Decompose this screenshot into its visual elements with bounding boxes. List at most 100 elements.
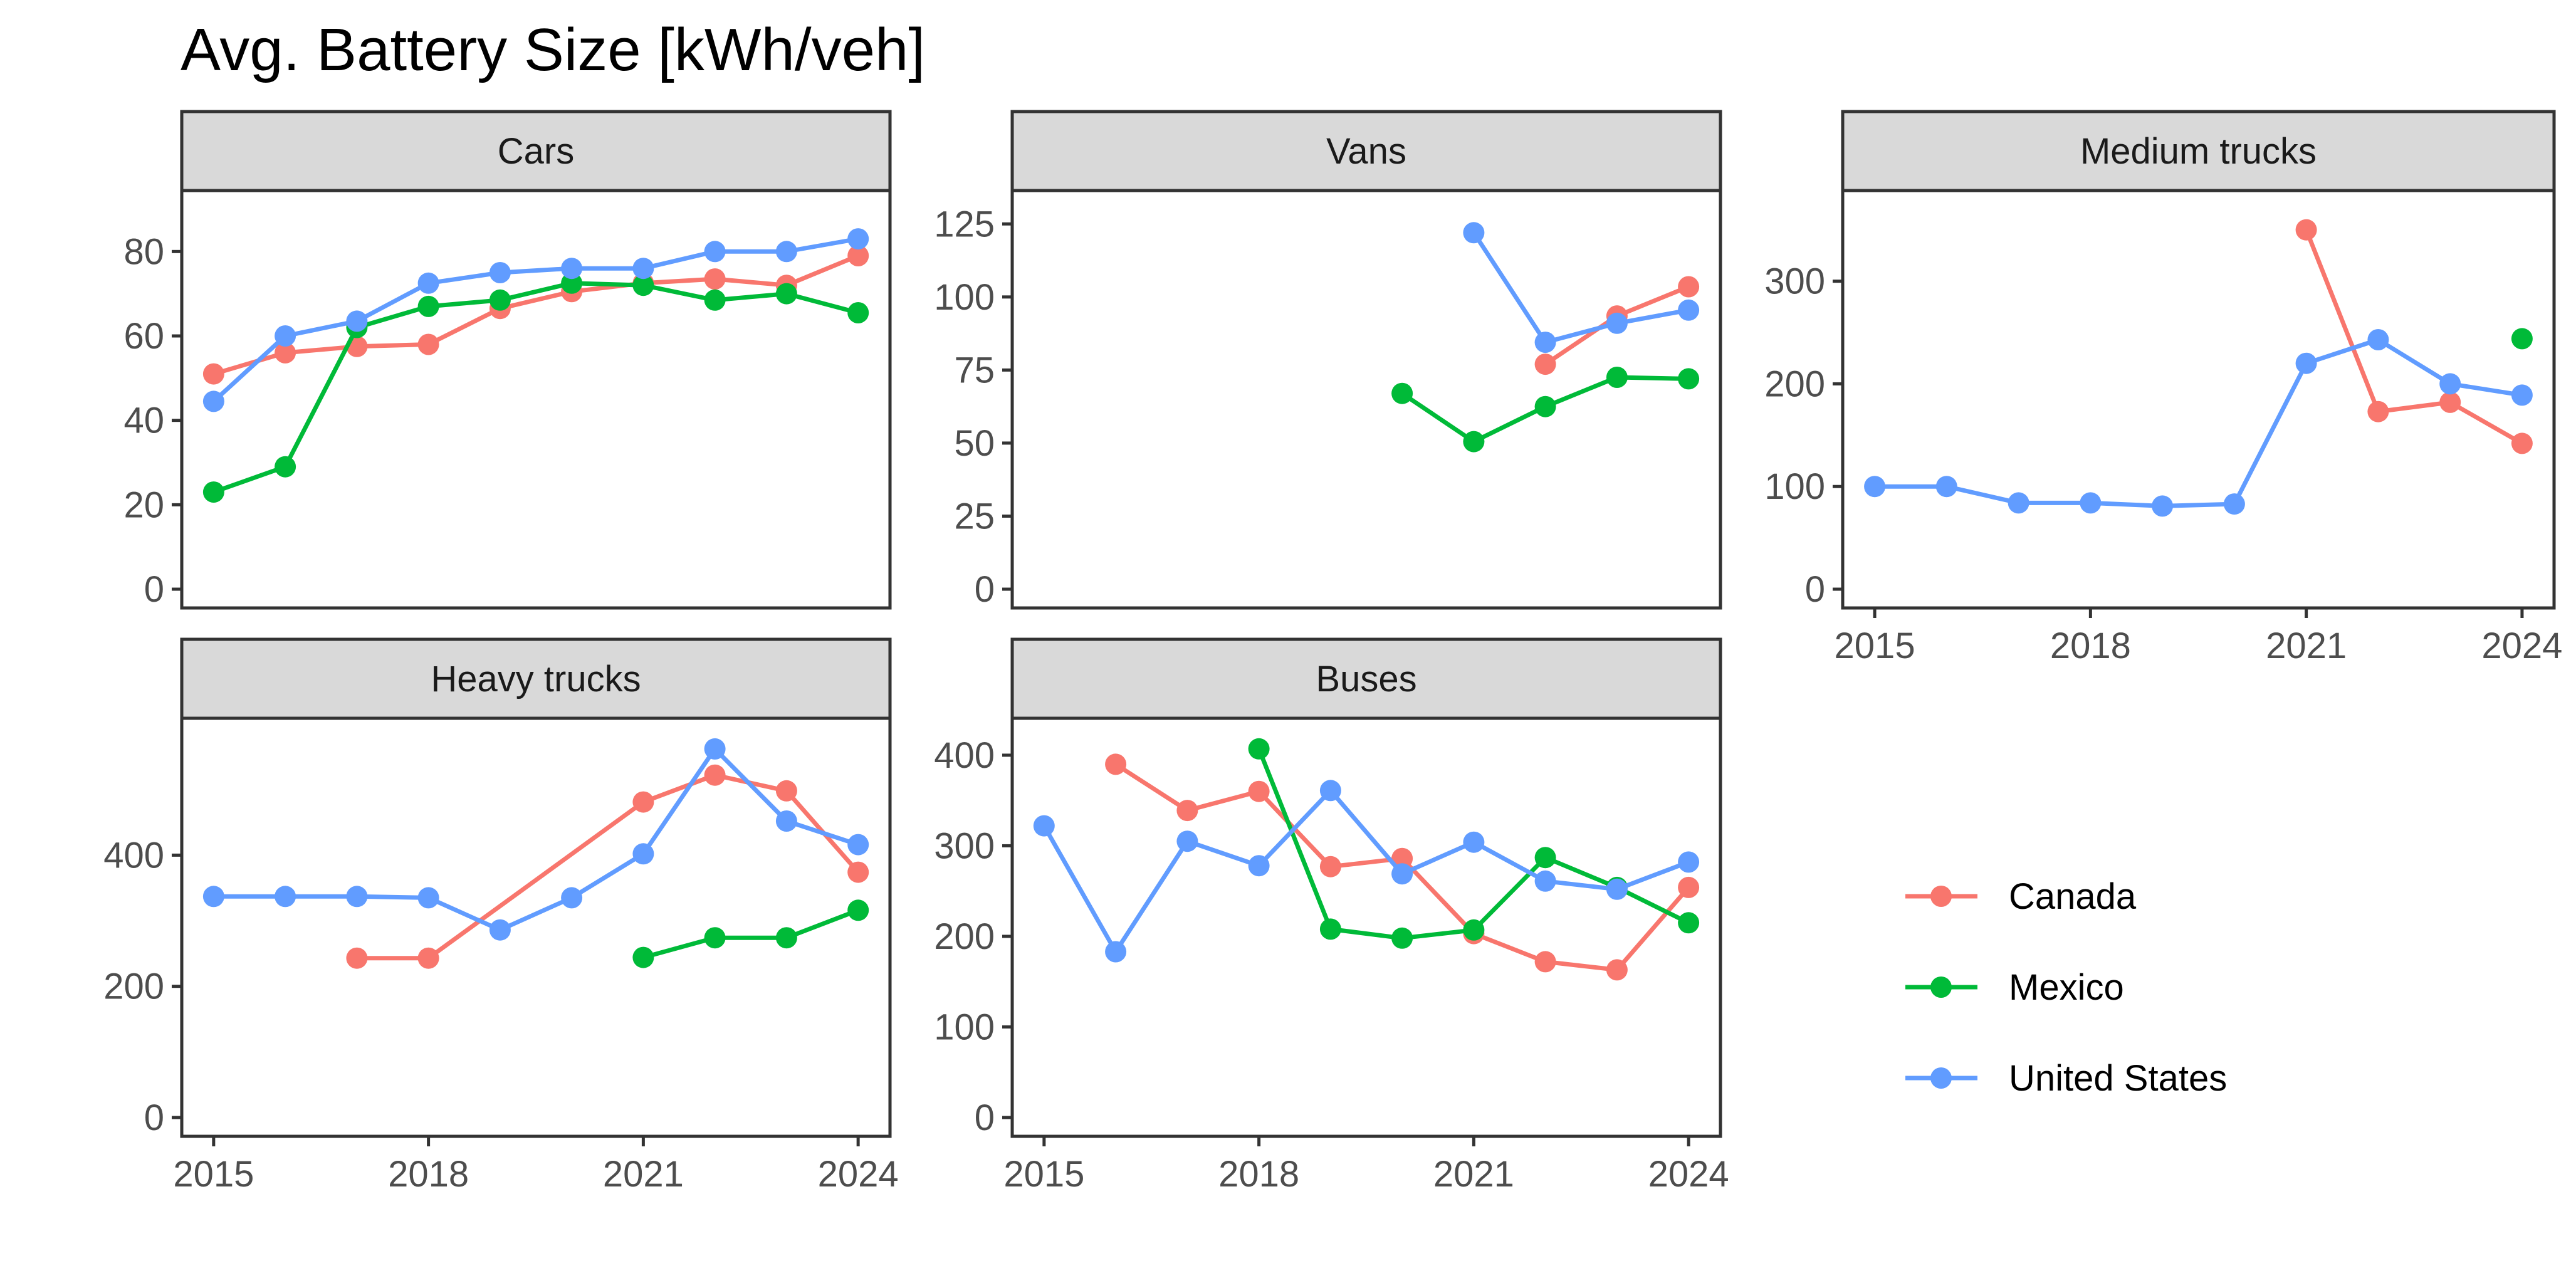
legend-entry-canada: Canada [1905,876,2137,917]
line-heavy-trucks-canada [357,773,860,961]
point-vans-united-states-2021 [1463,222,1485,244]
y-tick-label-cars-80: 80 [123,231,164,272]
point-cars-canada-2016 [275,342,296,364]
y-tick-label-buses-400: 400 [934,735,995,776]
point-buses-mexico-2018 [1248,738,1270,760]
strip-buses [1010,637,1722,720]
point-medium-trucks-united-states-2019 [2152,495,2174,517]
point-buses-united-states-2021 [1463,831,1485,853]
point-vans-mexico-2022 [1534,395,1556,417]
point-vans-united-states-2022 [1534,332,1556,353]
point-buses-united-states-2017 [1176,830,1198,852]
point-medium-trucks-united-states-2023 [2439,373,2461,395]
line-cars-canada [212,253,859,376]
point-cars-mexico-2018 [417,295,439,317]
strip-label-heavy-trucks: Heavy trucks [431,659,641,699]
point-buses-united-states-2015 [1033,815,1055,837]
point-medium-trucks-united-states-2024 [2511,384,2533,406]
panel-cars: Cars 0 20 40 60 80 [123,110,892,610]
point-vans-united-states-2023 [1606,312,1628,334]
series-vans-united-states [1463,222,1700,353]
panel-medium-trucks: Medium trucks 0 100 200 300 2015 2018 2021 2024 [1764,110,2562,666]
point-vans-mexico-2023 [1606,367,1628,388]
x-tick-label-buses-2021: 2021 [1433,1154,1514,1195]
x-tick-label-buses-2024: 2024 [1648,1154,1729,1195]
point-medium-trucks-canada-2024 [2511,432,2533,454]
x-tick-label-medium-trucks-2015: 2015 [1835,626,1915,666]
point-heavy-trucks-united-states-2022 [704,738,726,760]
point-heavy-trucks-united-states-2018 [417,887,439,909]
point-heavy-trucks-united-states-2019 [489,919,511,941]
strip-heavy-trucks [180,637,892,720]
panel-heavy-trucks: Heavy trucks 0 200 400 2015 2018 2021 2024 [103,637,899,1195]
point-vans-mexico-2020 [1391,382,1413,404]
point-cars-united-states-2019 [489,262,511,283]
x-tick-label-buses-2018: 2018 [1218,1154,1299,1195]
point-heavy-trucks-mexico-2021 [632,946,654,968]
y-tick-label-vans-100: 100 [934,277,995,318]
point-cars-united-states-2024 [847,228,869,250]
point-heavy-trucks-mexico-2023 [775,927,797,949]
series-medium-trucks-united-states [1864,329,2533,517]
point-heavy-trucks-mexico-2022 [704,927,726,949]
point-medium-trucks-canada-2023 [2439,391,2461,413]
point-buses-united-states-2018 [1248,855,1270,877]
series-cars-canada [202,245,869,385]
point-buses-mexico-2019 [1319,918,1341,940]
point-cars-united-states-2023 [775,241,797,263]
y-tick-label-vans-0: 0 [975,569,995,610]
y-tick-label-medium-trucks-0: 0 [1805,569,1825,610]
plot-area-heavy-trucks [180,716,892,1138]
panel-buses: Buses 0 100 200 300 400 2015 2018 2021 2024 [934,637,1729,1195]
point-buses-mexico-2021 [1463,919,1485,941]
y-tick-label-medium-trucks-200: 200 [1764,364,1825,404]
x-tick-label-heavy-trucks-2015: 2015 [173,1154,254,1195]
series-heavy-trucks-canada [346,764,869,969]
chart-title: Avg. Battery Size [kWh/veh] [181,16,925,83]
point-cars-mexico-2023 [775,283,797,305]
x-tick-label-medium-trucks-2018: 2018 [2050,626,2131,666]
point-medium-trucks-united-states-2020 [2223,493,2245,515]
series-vans-mexico [1391,367,1700,453]
point-medium-trucks-united-states-2015 [1864,476,1886,498]
strip-label-buses: Buses [1316,659,1416,699]
point-vans-united-states-2024 [1678,299,1700,321]
point-buses-mexico-2022 [1534,847,1556,869]
strip-label-vans: Vans [1326,131,1406,172]
point-buses-canada-2016 [1105,753,1127,775]
series-heavy-trucks-mexico [632,899,869,968]
y-tick-label-buses-0: 0 [975,1097,995,1138]
line-cars-united-states [212,236,859,403]
point-medium-trucks-canada-2021 [2295,219,2317,241]
legend: Canada Mexico United States [1905,876,2227,1099]
x-tick-label-heavy-trucks-2024: 2024 [818,1154,899,1195]
point-cars-mexico-2021 [632,275,654,296]
legend-label-united-states: United States [2009,1058,2227,1099]
line-cars-mexico [212,281,859,495]
legend-label-canada: Canada [2009,876,2137,917]
series-buses-united-states [1033,780,1700,963]
y-tick-label-vans-25: 25 [954,496,995,537]
point-buses-united-states-2022 [1534,870,1556,892]
point-heavy-trucks-united-states-2023 [775,810,797,832]
legend-entry-mexico: Mexico [1905,967,2124,1008]
point-cars-united-states-2016 [275,325,296,347]
point-medium-trucks-canada-2022 [2367,401,2389,422]
point-heavy-trucks-canada-2024 [847,861,869,883]
point-vans-mexico-2024 [1678,368,1700,390]
plot-area-medium-trucks [1841,189,2556,610]
point-buses-canada-2017 [1176,800,1198,822]
legend-key-point-canada [1930,886,1952,907]
point-heavy-trucks-canada-2021 [632,791,654,813]
line-medium-trucks-canada [2304,229,2523,446]
point-heavy-trucks-canada-2018 [417,947,439,969]
series-medium-trucks-mexico [2511,328,2533,350]
point-heavy-trucks-canada-2022 [704,764,726,786]
legend-label-mexico: Mexico [2009,967,2124,1008]
legend-entry-united-states: United States [1905,1058,2227,1099]
x-tick-label-heavy-trucks-2021: 2021 [603,1154,684,1195]
y-tick-label-vans-75: 75 [954,350,995,390]
y-tick-label-medium-trucks-100: 100 [1764,466,1825,507]
y-tick-label-cars-60: 60 [123,316,164,357]
point-heavy-trucks-united-states-2021 [632,843,654,865]
